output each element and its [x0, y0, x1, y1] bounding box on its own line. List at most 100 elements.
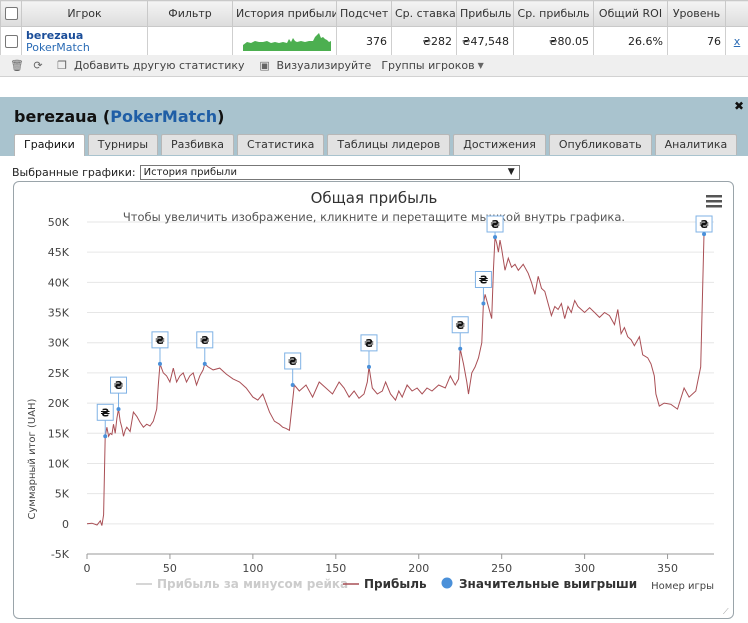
significant-win-marker[interactable]: ₴ [486, 215, 504, 240]
x-axis-label: Номер игры [651, 581, 714, 592]
stats-table: Игрок Фильтр История прибыли Подсчет Ср.… [0, 0, 748, 57]
remove-cell[interactable]: x [725, 26, 748, 57]
legend-item-rake[interactable]: Прибыль за минусом рейка [157, 577, 348, 591]
column-header-count[interactable]: Подсчет [336, 0, 392, 27]
significant-win-marker[interactable]: ₴ [151, 331, 169, 366]
marker-point [290, 382, 295, 387]
marker-label: ₴ [155, 334, 164, 347]
marker-point [116, 407, 121, 412]
select-all-checkbox[interactable] [4, 7, 18, 21]
y-tick-label: 35K [48, 307, 70, 320]
player-groups-dropdown[interactable]: Группы игроков ▼ [381, 59, 483, 72]
legend-item-profit[interactable]: Прибыль [364, 577, 427, 591]
menu-icon-bar [706, 195, 722, 198]
tab-5[interactable]: Таблицы лидеров [327, 134, 451, 155]
significant-win-marker[interactable]: ₴ [451, 316, 469, 351]
delete-tool[interactable]: 🗑 [10, 59, 28, 72]
tab-7[interactable]: Опубликовать [548, 134, 652, 155]
table-row: berezaua PokerMatch 376 ₴282 ₴47,548 ₴80… [0, 26, 748, 57]
chart-title: Общая прибыль [311, 189, 438, 207]
column-header-filter[interactable]: Фильтр [147, 0, 233, 27]
visualize-button[interactable]: ▣ Визуализируйте [259, 59, 371, 72]
series-line-profit[interactable] [86, 234, 705, 526]
tab-4[interactable]: Статистика [237, 134, 325, 155]
significant-win-marker[interactable]: ₴ [196, 331, 214, 366]
marker-flag [474, 270, 492, 288]
profit-chart[interactable]: Общая прибыль Чтобы увеличить изображени… [14, 182, 733, 618]
sparkline-cell[interactable] [232, 26, 337, 57]
y-tick-label: 15K [48, 427, 70, 440]
tab-3[interactable]: Разбивка [161, 134, 235, 155]
column-header-player[interactable]: Игрок [21, 0, 148, 27]
filter-cell[interactable] [147, 26, 233, 57]
player-groups-label: Группы игроков [381, 59, 475, 72]
column-header-profit[interactable]: Прибыль [456, 0, 514, 27]
significant-win-marker[interactable]: ₴ [284, 352, 302, 387]
chart-grid [87, 221, 714, 555]
player-cell: berezaua PokerMatch [21, 26, 148, 57]
marker-point [481, 301, 486, 306]
sparkline-area [243, 33, 331, 51]
chart-select[interactable]: История прибыли ▼ [139, 165, 520, 180]
x-tick-label: 50 [163, 562, 177, 575]
x-tick-label: 150 [325, 562, 346, 575]
row-checkbox[interactable] [5, 35, 18, 49]
column-header-level[interactable]: Уровень [667, 0, 726, 27]
marker-point [458, 346, 463, 351]
profit-sparkline[interactable] [243, 29, 331, 51]
image-icon: ▣ [259, 59, 270, 72]
roi-cell: 26.6% [593, 26, 668, 57]
significant-win-marker[interactable]: ₴ [360, 334, 378, 369]
remove-row-link[interactable]: x [733, 35, 741, 48]
close-icon[interactable]: ✖ [733, 99, 744, 113]
tab-2[interactable]: Турниры [87, 134, 159, 155]
refresh-icon[interactable]: ⟳ [33, 59, 43, 72]
marker-flag [96, 403, 114, 421]
tab-1[interactable]: Графики [14, 134, 85, 156]
significant-win-marker[interactable]: ₴ [96, 403, 114, 439]
chart-subtitle: Чтобы увеличить изображение, кликните и … [123, 210, 625, 224]
marker-point [202, 361, 207, 366]
column-header-profit-history[interactable]: История прибыли [232, 0, 337, 27]
resize-handle[interactable]: ⟋ [723, 607, 729, 616]
chart-container[interactable]: Общая прибыль Чтобы увеличить изображени… [13, 181, 734, 619]
add-stat-button[interactable]: ❐ Добавить другую статистику [56, 59, 245, 72]
legend-item-wins[interactable]: Значительные выигрыши [459, 577, 637, 591]
tab-6[interactable]: Достижения [453, 134, 546, 155]
panel-player-name: berezaua [14, 107, 98, 126]
marker-label: ₴ [200, 334, 209, 347]
y-tick-label: 45K [48, 246, 70, 259]
trash-icon[interactable]: 🗑 [10, 59, 24, 72]
tab-8[interactable]: Аналитика [654, 134, 738, 155]
player-name-link[interactable]: berezaua [26, 28, 84, 42]
column-header-avg-stake[interactable]: Ср. ставка [391, 0, 457, 27]
significant-wins-markers: ₴ ₴ ₴ ₴ ₴ ₴ ₴ ₴ ₴ ₴ [96, 215, 713, 439]
y-tick-label: 25K [48, 367, 70, 380]
menu-icon[interactable] [706, 195, 722, 208]
player-panel: berezaua (PokerMatch) ✖ Графики Турниры Ра… [0, 97, 748, 623]
menu-icon-bar [706, 200, 722, 203]
marker-flag [284, 352, 302, 370]
x-tick-label: 100 [242, 562, 263, 575]
legend-swatch-wins [441, 577, 453, 589]
significant-win-marker[interactable]: ₴ [474, 270, 492, 306]
row-checkbox-cell[interactable] [0, 26, 22, 57]
refresh-tool[interactable]: ⟳ [32, 59, 50, 72]
column-header-roi[interactable]: Общий ROI [593, 0, 668, 27]
column-header-avg-profit[interactable]: Ср. прибыль [513, 0, 594, 27]
chart-select-value: История прибыли [143, 167, 237, 178]
chart-select-label: Выбранные графики: [12, 166, 136, 179]
marker-point [366, 364, 371, 369]
player-site-link[interactable]: PokerMatch [26, 40, 90, 54]
x-axis-ticks: 0 50 100 150 200 250 300 350 [84, 554, 678, 575]
chart-legend: Прибыль за минусом рейка Прибыль Значите… [136, 577, 637, 591]
marker-label: ₴ [490, 218, 499, 231]
y-tick-label: 30K [48, 337, 70, 350]
select-all-header[interactable] [0, 0, 22, 27]
significant-win-marker[interactable]: ₴ [110, 376, 128, 412]
significant-win-marker[interactable]: ₴ [695, 215, 713, 237]
marker-flag [360, 334, 378, 352]
panel-site-link[interactable]: PokerMatch [110, 107, 218, 126]
add-stat-label: Добавить другую статистику [74, 59, 245, 72]
y-tick-label: 0 [62, 518, 69, 531]
